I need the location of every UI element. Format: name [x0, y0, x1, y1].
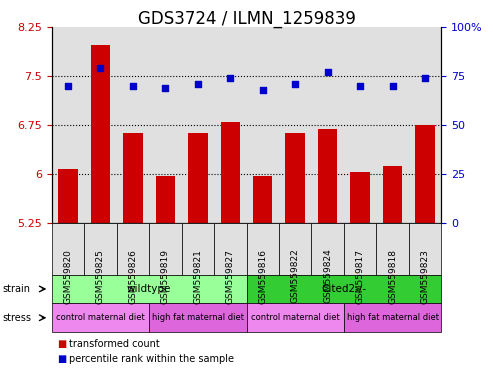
Bar [91, 45, 110, 223]
Text: GSM559820: GSM559820 [64, 249, 72, 303]
Text: GSM559823: GSM559823 [421, 249, 429, 303]
Bar [383, 166, 402, 223]
Text: high fat maternal diet: high fat maternal diet [347, 313, 439, 322]
Bar [253, 176, 273, 223]
Text: GSM559824: GSM559824 [323, 249, 332, 303]
Text: GSM559817: GSM559817 [355, 249, 365, 304]
Text: control maternal diet: control maternal diet [251, 313, 340, 322]
Point [356, 83, 364, 89]
Text: GSM559818: GSM559818 [388, 249, 397, 304]
Point [259, 86, 267, 93]
Bar [188, 133, 208, 223]
Bar [318, 129, 337, 223]
Text: high fat maternal diet: high fat maternal diet [152, 313, 244, 322]
Text: GSM559821: GSM559821 [193, 249, 202, 303]
Bar [156, 176, 175, 223]
Point [388, 83, 396, 89]
Text: GSM559827: GSM559827 [226, 249, 235, 303]
Text: control maternal diet: control maternal diet [56, 313, 145, 322]
Text: GDS3724 / ILMN_1259839: GDS3724 / ILMN_1259839 [138, 10, 355, 28]
Text: GSM559819: GSM559819 [161, 249, 170, 304]
Bar [285, 132, 305, 223]
Bar [123, 132, 142, 223]
Text: GSM559825: GSM559825 [96, 249, 105, 303]
Point [129, 83, 137, 89]
Text: ■: ■ [57, 354, 66, 364]
Point [226, 75, 234, 81]
Point [324, 69, 332, 75]
Bar [351, 172, 370, 223]
Point [421, 75, 429, 81]
Text: GSM559826: GSM559826 [128, 249, 138, 303]
Text: transformed count: transformed count [69, 339, 160, 349]
Bar [58, 169, 78, 223]
Text: wildtype: wildtype [127, 284, 172, 294]
Bar [415, 125, 435, 223]
Point [97, 65, 105, 71]
Point [64, 83, 72, 89]
Text: Cited2-/-: Cited2-/- [321, 284, 366, 294]
Bar [220, 121, 240, 223]
Text: percentile rank within the sample: percentile rank within the sample [69, 354, 234, 364]
Text: strain: strain [2, 284, 31, 294]
Point [291, 81, 299, 87]
Text: stress: stress [2, 313, 32, 323]
Text: ■: ■ [57, 339, 66, 349]
Text: GSM559816: GSM559816 [258, 249, 267, 304]
Text: GSM559822: GSM559822 [291, 249, 300, 303]
Point [194, 81, 202, 87]
Point [161, 84, 169, 91]
